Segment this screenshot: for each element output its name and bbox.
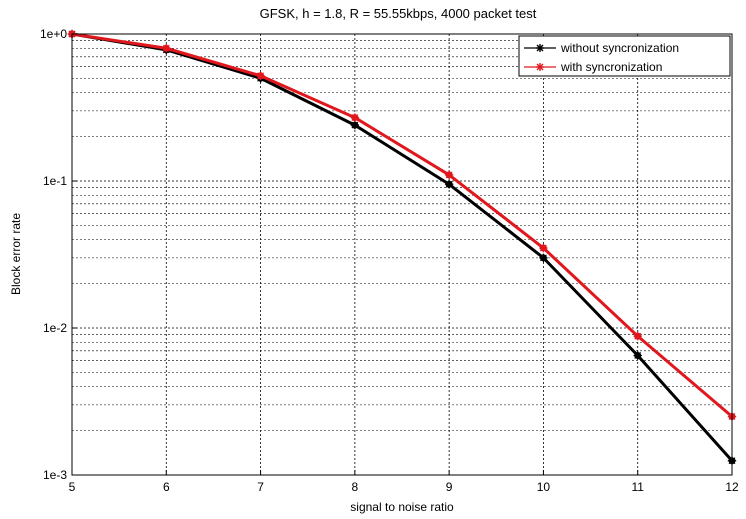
legend: without syncronization with syncronizatio…: [518, 35, 731, 77]
x-tick-label: 6: [163, 480, 170, 494]
x-tick-label: 8: [352, 480, 359, 494]
data-point: [162, 44, 171, 53]
x-tick-label: 11: [631, 480, 644, 494]
series-line: [71, 32, 733, 418]
x-axis-label: signal to noise ratio: [350, 500, 454, 514]
data-point: [444, 170, 454, 180]
plot-series: [67, 29, 737, 465]
series-0: [67, 29, 737, 465]
axis-ticks: 5 6 7 8 9 10 11 12 1e+0 1e-1 1e-2 1e-3: [40, 27, 739, 494]
y-tick-label: 1e+0: [40, 27, 67, 41]
data-point: [539, 243, 548, 253]
data-point: [633, 351, 642, 360]
series-1: [67, 29, 737, 421]
grid: [72, 34, 732, 475]
y-axis-label: Block error rate: [9, 213, 23, 295]
data-point: [539, 253, 548, 263]
data-point: [256, 71, 265, 80]
x-tick-label: 7: [257, 480, 264, 494]
legend-box: [518, 35, 731, 77]
x-tick-label: 5: [69, 480, 76, 494]
series-line: [71, 32, 734, 462]
x-tick-label: 10: [537, 480, 551, 494]
data-point: [444, 180, 454, 189]
y-tick-label: 1e-1: [43, 174, 67, 188]
y-tick-label: 1e-2: [43, 321, 67, 335]
legend-label: without syncronization: [560, 41, 679, 55]
data-point: [350, 113, 360, 122]
y-tick-label: 1e-3: [43, 468, 67, 482]
data-point: [633, 331, 642, 341]
data-point: [350, 120, 360, 130]
legend-label: with syncronization: [560, 60, 662, 74]
chart-title: GFSK, h = 1.8, R = 55.55kbps, 4000 packe…: [260, 6, 537, 21]
x-tick-label: 12: [725, 480, 739, 494]
plot-frame: [71, 33, 733, 476]
x-tick-label: 9: [446, 480, 453, 494]
